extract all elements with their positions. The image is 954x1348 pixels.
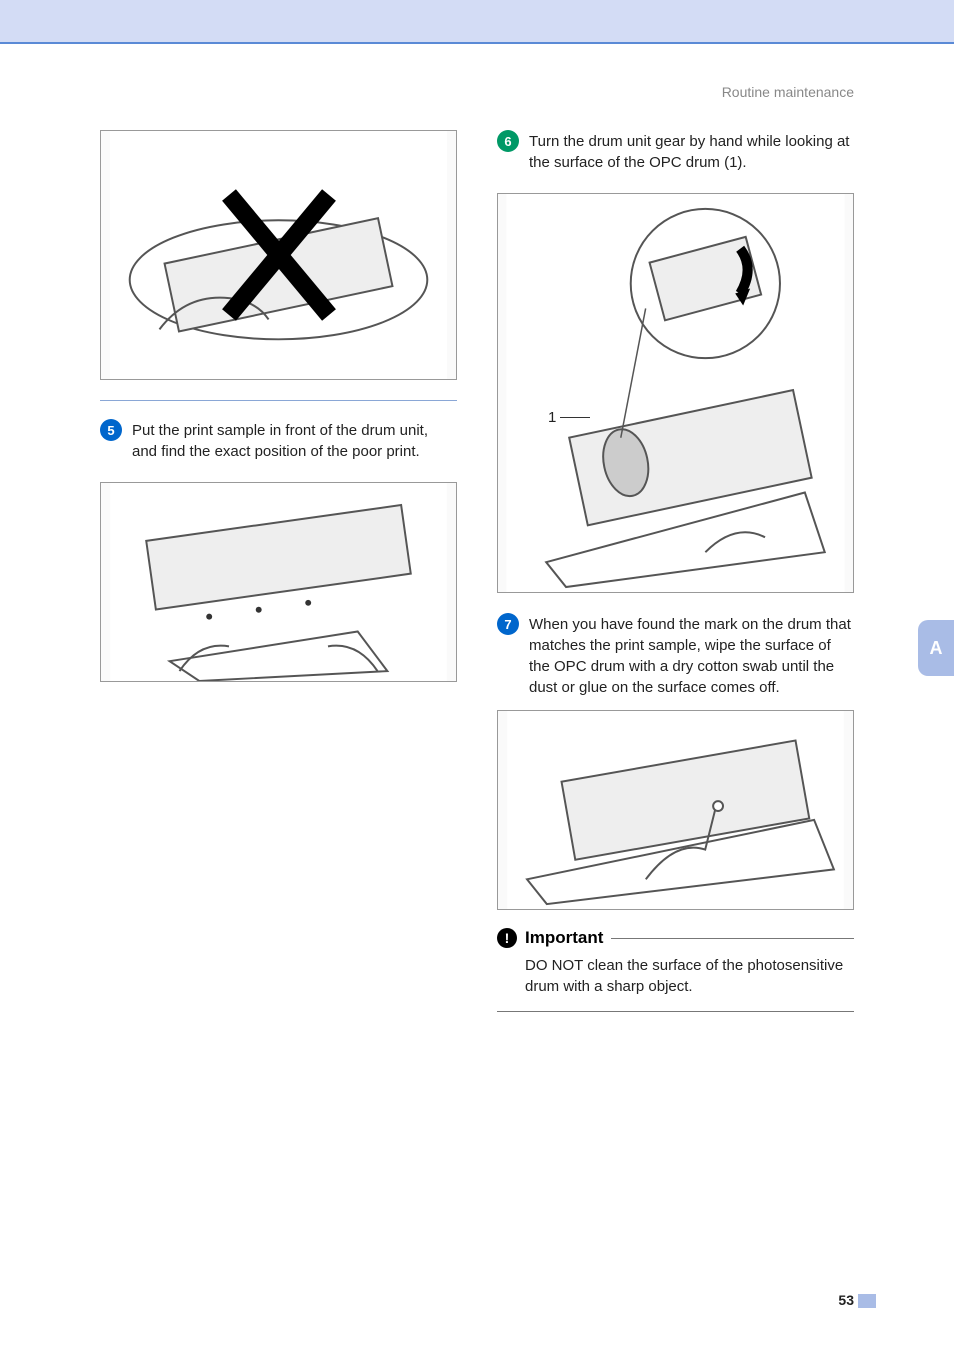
important-head: ! Important [497,928,611,948]
top-band [0,0,954,44]
divider [100,400,457,401]
figure-2 [100,482,457,682]
left-column: 5 Put the print sample in front of the d… [100,130,457,1012]
wipe-drum-illustration [498,711,853,909]
page-header: Routine maintenance [100,84,854,100]
important-body: DO NOT clean the surface of the photosen… [497,955,854,997]
important-note: ! Important DO NOT clean the surface of … [497,938,854,1012]
figure-3-callout-1: 1 [548,409,556,426]
step-5-text: Put the print sample in front of the dru… [132,419,457,462]
right-column: 6 Turn the drum unit gear by hand while … [497,130,854,1012]
figure-3-image: 1 [497,193,854,593]
page-number-accent [858,1294,876,1308]
step-7: 7 When you have found the mark on the dr… [497,613,854,698]
print-sample-align-illustration [101,483,456,681]
page-content: Routine maintenance [0,44,954,1348]
step-5: 5 Put the print sample in front of the d… [100,419,457,462]
figure-1 [100,130,457,380]
figure-1-image [100,130,457,380]
step-6-bullet: 6 [497,130,519,152]
figure-3-callout-line [560,417,590,418]
figure-4-image [497,710,854,910]
figure-3: 1 [497,193,854,593]
step-7-text: When you have found the mark on the drum… [529,613,854,698]
important-title: Important [525,928,603,948]
important-icon: ! [497,928,517,948]
step-7-bullet: 7 [497,613,519,635]
drum-wrong-handling-illustration [101,131,456,379]
step-6: 6 Turn the drum unit gear by hand while … [497,130,854,173]
figure-4 [497,710,854,910]
page-number: 53 [838,1292,854,1308]
turn-gear-illustration [498,194,853,592]
figure-2-image [100,482,457,682]
step-5-bullet: 5 [100,419,122,441]
columns: 5 Put the print sample in front of the d… [100,130,854,1012]
step-6-text: Turn the drum unit gear by hand while lo… [529,130,854,173]
